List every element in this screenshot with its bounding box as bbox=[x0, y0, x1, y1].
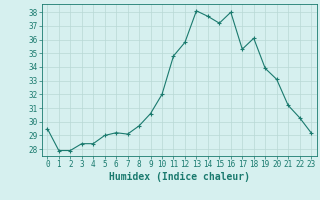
X-axis label: Humidex (Indice chaleur): Humidex (Indice chaleur) bbox=[109, 172, 250, 182]
